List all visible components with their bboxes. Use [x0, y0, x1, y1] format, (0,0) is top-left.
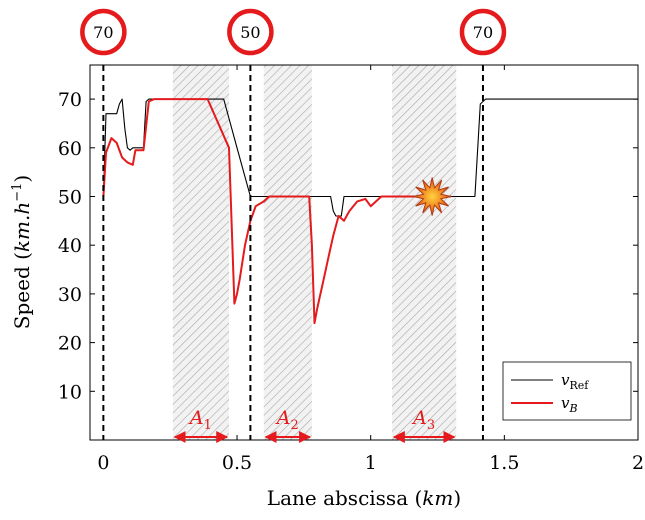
- y-tick-label: 50: [58, 186, 82, 208]
- highlighted-zones: [172, 65, 457, 440]
- speed-limit-sign-3: 70: [459, 8, 507, 56]
- y-tick-label: 70: [58, 89, 82, 111]
- plot-frame: [89, 64, 639, 441]
- y-axis-title: Speed (km.h−1): [10, 175, 34, 329]
- speed-limit-sign-value: 70: [473, 23, 493, 42]
- speed-limit-sign-1: 70: [80, 8, 127, 56]
- speed-limit-signs: 70 50 70: [80, 8, 507, 56]
- y-tick-label: 60: [58, 138, 82, 160]
- y-tick-label: 10: [58, 381, 82, 403]
- zone-1-area: [172, 65, 230, 440]
- y-tick-label: 40: [58, 235, 82, 257]
- speed-limit-sign-2: 50: [227, 8, 274, 56]
- y-tick-label: 20: [58, 333, 82, 355]
- speed-limit-sign-value: 50: [240, 23, 260, 42]
- x-tick-label: 0.5: [222, 452, 252, 474]
- crash-icon: [413, 177, 452, 216]
- legend-box: [502, 361, 632, 421]
- axis-ticks: 0 0.5 1 1.5 2 10 20 30 40 50 60 70: [58, 65, 644, 474]
- series-v-b-line: [102, 98, 451, 325]
- speed-limit-sign-ring: [227, 8, 274, 56]
- y-tick-label: 30: [58, 284, 82, 306]
- speed-limit-sign-value: 70: [93, 23, 113, 42]
- zone-3-area: [392, 65, 457, 440]
- x-tick-label: 1: [365, 452, 377, 474]
- speed-limit-change-lines: [102, 65, 484, 440]
- crash-marker: [413, 177, 452, 216]
- x-axis-title: Lane abscissa (km): [267, 486, 461, 510]
- zone-2-area: [263, 65, 312, 440]
- zone-labels: A1 A2 A3: [173, 407, 456, 443]
- x-tick-label: 0: [97, 452, 109, 474]
- speed-limit-sign-ring: [459, 8, 507, 56]
- x-tick-label: 1.5: [489, 452, 519, 474]
- series-lines: [102, 98, 638, 325]
- x-tick-label: 2: [632, 452, 644, 474]
- speed-limit-sign-ring: [80, 8, 127, 56]
